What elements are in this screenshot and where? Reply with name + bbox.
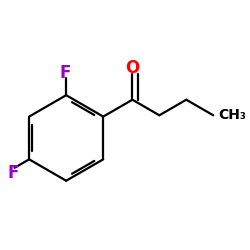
Text: F: F	[59, 64, 70, 82]
Text: O: O	[125, 59, 140, 77]
Text: F: F	[8, 164, 19, 182]
Text: CH₃: CH₃	[218, 108, 246, 122]
